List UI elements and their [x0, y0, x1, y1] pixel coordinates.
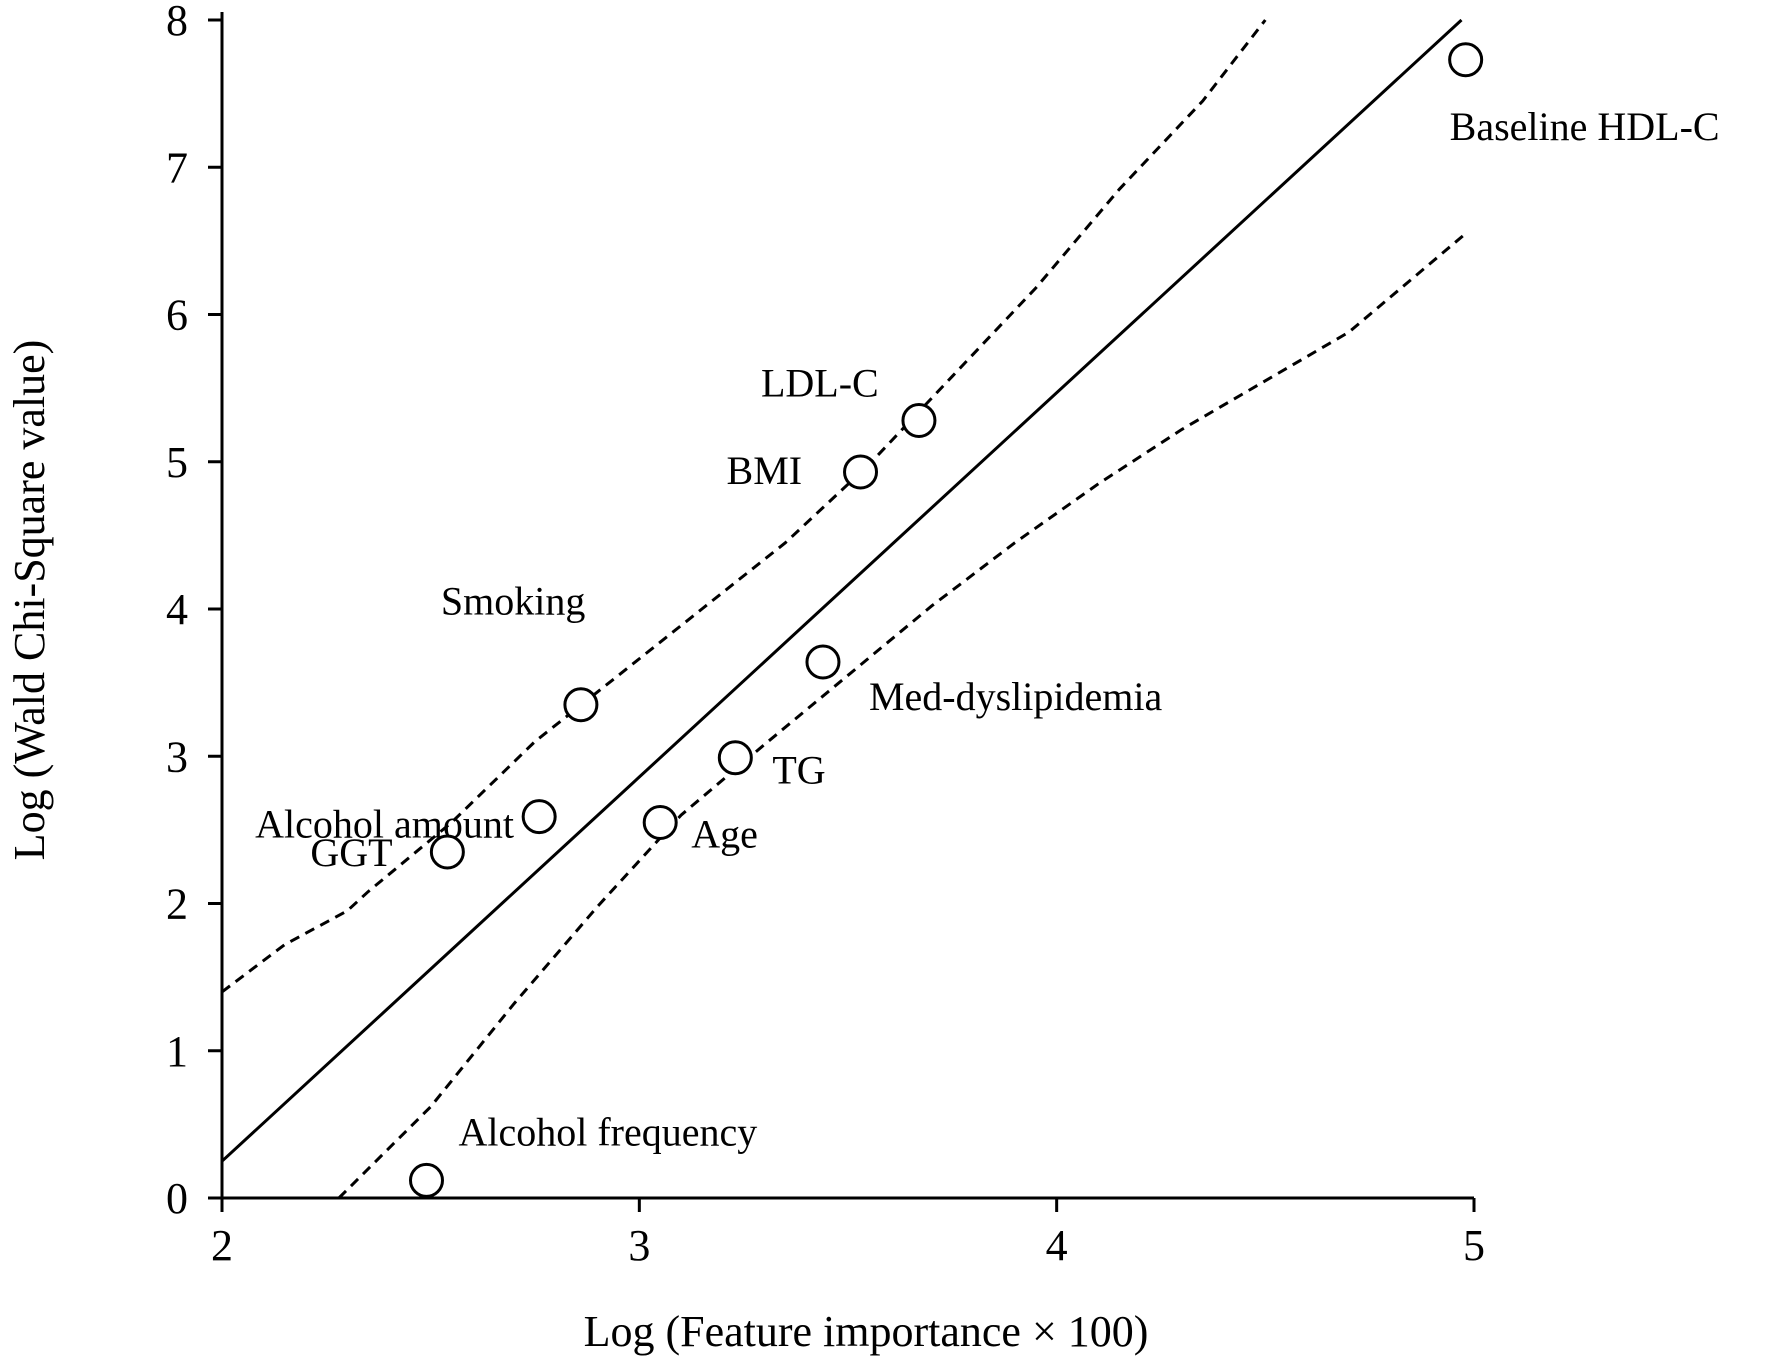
y-tick-label: 6	[166, 291, 188, 340]
data-point	[408, 1162, 444, 1198]
data-point	[521, 799, 557, 835]
y-tick-label: 2	[166, 880, 188, 929]
point-label: GGT	[310, 830, 392, 875]
point-label: Alcohol amount	[255, 802, 514, 847]
lower-confidence-band	[337, 232, 1467, 1200]
y-tick-label: 4	[166, 585, 188, 634]
data-point	[1448, 42, 1484, 78]
data-point	[901, 403, 937, 439]
point-label: Smoking	[441, 579, 585, 624]
y-tick-label: 5	[166, 438, 188, 487]
point-label: Age	[691, 812, 758, 857]
plot-lines	[220, 18, 1467, 1200]
point-label: Baseline HDL-C	[1450, 104, 1720, 149]
y-tick-label: 7	[166, 143, 188, 192]
y-tick-label: 0	[166, 1174, 188, 1223]
point-label: LDL-C	[761, 361, 879, 406]
regression-line	[220, 18, 1463, 1163]
y-tick-label: 3	[166, 732, 188, 781]
y-axis-title: Log (Wald Chi-Square value)	[5, 340, 54, 861]
point-label: BMI	[727, 448, 803, 493]
x-tick-label: 2	[211, 1221, 233, 1270]
point-label: Med-dyslipidemia	[869, 674, 1163, 719]
x-tick-label: 4	[1046, 1221, 1068, 1270]
data-point	[805, 644, 841, 680]
point-labels: Baseline HDL-C LDL-C BMI Med-dyslipidemia Sm…	[255, 104, 1719, 1155]
data-point	[429, 834, 465, 870]
data-point	[717, 740, 753, 776]
point-label: TG	[772, 748, 825, 793]
y-tick-label: 8	[166, 0, 188, 45]
upper-confidence-band	[221, 19, 1267, 994]
data-point	[642, 805, 678, 841]
y-tick-label: 1	[166, 1027, 188, 1076]
x-axis: 2 3 4 5	[211, 1196, 1485, 1270]
data-point	[843, 454, 879, 490]
data-point	[563, 687, 599, 723]
point-label: Alcohol frequency	[458, 1109, 757, 1154]
y-axis: 0 1 2 3 4 5 6 7 8	[166, 0, 224, 1223]
data-points	[408, 42, 1484, 1198]
x-tick-label: 5	[1463, 1221, 1485, 1270]
x-tick-label: 3	[628, 1221, 650, 1270]
x-axis-title: Log (Feature importance × 100)	[584, 1307, 1149, 1356]
